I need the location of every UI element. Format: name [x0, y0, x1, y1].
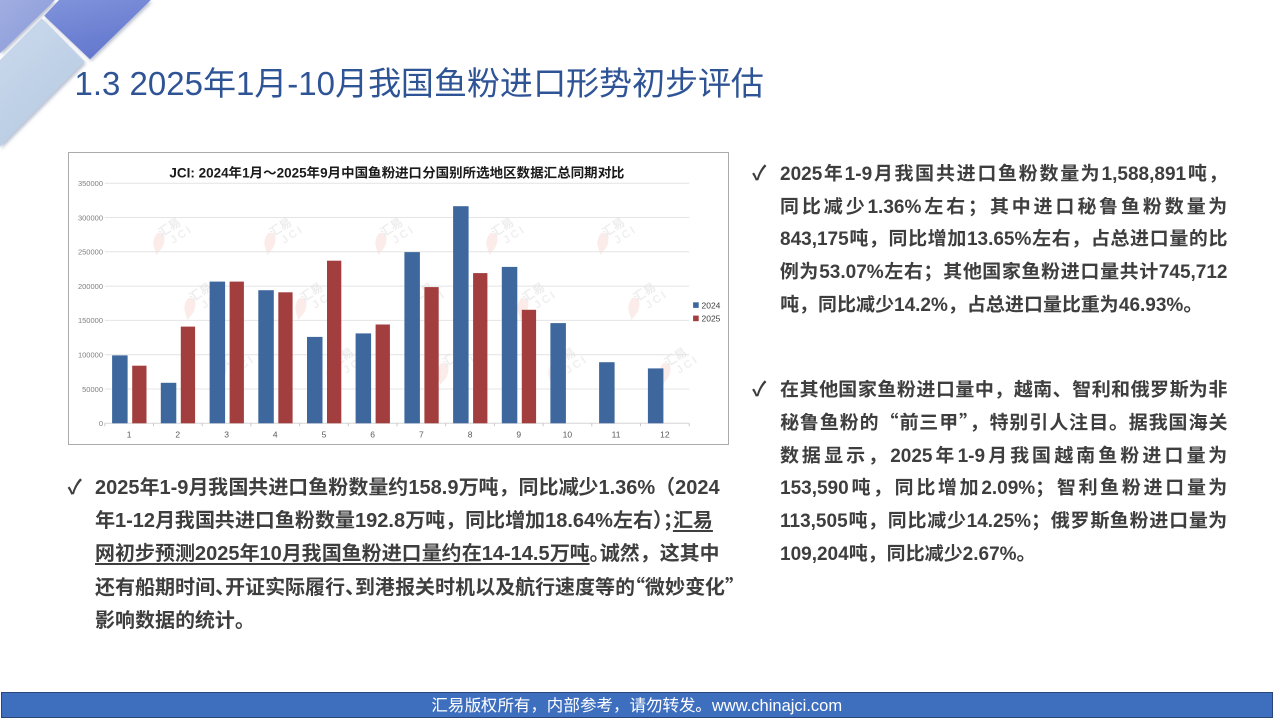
- svg-text:2025: 2025: [702, 314, 721, 324]
- svg-text:250000: 250000: [78, 248, 103, 257]
- svg-text:12: 12: [660, 429, 670, 439]
- svg-text:1: 1: [127, 429, 132, 439]
- svg-text:11: 11: [612, 429, 621, 439]
- svg-text:JCI: 2024年1月～2025年9月中国鱼粉进口分国别所: JCI: 2024年1月～2025年9月中国鱼粉进口分国别所选地区数据汇总同期对…: [169, 162, 624, 182]
- svg-text:200000: 200000: [78, 282, 103, 291]
- svg-text:10: 10: [563, 429, 573, 439]
- svg-text:50000: 50000: [82, 385, 103, 394]
- svg-text:4: 4: [273, 429, 278, 439]
- svg-text:6: 6: [370, 429, 375, 439]
- svg-text:3: 3: [224, 429, 229, 439]
- svg-text:100000: 100000: [78, 351, 103, 360]
- svg-text:0: 0: [99, 419, 103, 428]
- svg-text:5: 5: [322, 429, 327, 439]
- svg-text:2024: 2024: [702, 300, 721, 310]
- svg-text:150000: 150000: [78, 316, 103, 325]
- svg-text:2: 2: [175, 429, 180, 439]
- svg-text:7: 7: [419, 429, 424, 439]
- svg-text:350000: 350000: [78, 179, 103, 188]
- svg-text:300000: 300000: [78, 213, 103, 222]
- svg-text:9: 9: [516, 429, 521, 439]
- svg-text:8: 8: [468, 429, 473, 439]
